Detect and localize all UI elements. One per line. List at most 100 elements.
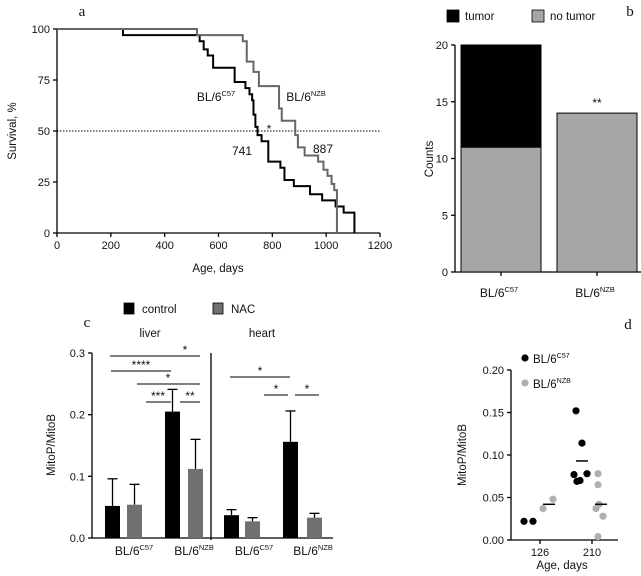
data-point — [539, 504, 547, 513]
bar-no-tumor — [556, 112, 638, 273]
strain-base: BL/6 — [174, 544, 199, 558]
legend-label: no tumor — [550, 11, 596, 23]
y-tick-label: 0 — [442, 267, 448, 279]
x-tick-label: 600 — [209, 240, 227, 252]
y-tick-label: 0.0 — [70, 533, 85, 545]
strain-base: BL/6 — [533, 379, 557, 391]
strain-base: BL/6 — [286, 90, 311, 104]
survival-curve-c57 — [57, 28, 356, 233]
y-axis-label: MitoP/MitoB — [46, 414, 58, 476]
bar-heart-nac — [245, 521, 260, 538]
significance-marker: * — [183, 343, 188, 357]
median-label-nzb: 887 — [313, 142, 333, 156]
strain-base: BL/6 — [480, 286, 505, 300]
bar-liver-control — [165, 411, 180, 538]
x-tick-label: BL/6NZB — [575, 285, 615, 300]
panel-label-a: a — [79, 4, 86, 20]
y-tick-label: 5 — [442, 210, 448, 222]
y-tick-label: 10 — [436, 154, 448, 166]
data-point — [529, 517, 537, 525]
data-point — [592, 504, 600, 513]
bar-heart-control — [283, 441, 298, 538]
bar-liver-nac — [127, 504, 142, 538]
strain-base: BL/6 — [197, 90, 222, 104]
legend-label: control — [142, 304, 177, 316]
x-tick-label: BL/6C57 — [235, 543, 273, 558]
legend-label: BL/6C57 — [533, 352, 570, 366]
significance-marker: * — [166, 371, 171, 385]
y-tick-label: 20 — [436, 40, 448, 52]
x-tick-label: 1000 — [314, 240, 338, 252]
legend-swatch-no-tumor — [531, 9, 545, 23]
significance-marker: **** — [132, 358, 151, 372]
strain-superscript: C57 — [557, 352, 570, 360]
group-label-heart: heart — [249, 328, 276, 340]
strain-superscript: NZB — [600, 285, 615, 294]
data-point — [572, 407, 580, 415]
y-tick-label: 0.20 — [483, 365, 504, 377]
x-tick-label: 0 — [54, 240, 60, 252]
data-point — [594, 533, 602, 541]
significance-marker: ** — [592, 96, 602, 110]
strain-superscript: C57 — [260, 543, 274, 552]
strain-base: BL/6 — [293, 544, 318, 558]
bar-tumor — [460, 44, 542, 148]
y-tick-label: 0.1 — [70, 471, 85, 483]
strain-superscript: C57 — [505, 285, 519, 294]
legend-label: NAC — [231, 304, 255, 316]
x-axis-label: Age, days — [536, 560, 587, 572]
significance-marker: * — [274, 382, 279, 396]
series-label-nzb: BL/6NZB — [286, 89, 326, 104]
x-axis-label: Age, days — [192, 263, 243, 275]
y-tick-label: 25 — [38, 177, 50, 189]
data-point — [594, 470, 602, 478]
y-tick-label: 15 — [436, 97, 448, 109]
y-axis-label: Counts — [424, 141, 436, 178]
strain-superscript: NZB — [199, 543, 214, 552]
bar-no-tumor — [460, 146, 542, 273]
significance-marker: ** — [185, 389, 195, 403]
legend-swatch-tumor — [446, 9, 460, 23]
y-tick-label: 0.15 — [483, 408, 504, 420]
x-tick-label: 200 — [102, 240, 120, 252]
y-axis-label: MitoP/MitoB — [457, 424, 469, 486]
data-point — [578, 439, 586, 447]
y-tick-label: 0 — [44, 228, 50, 240]
y-tick-label: 0.10 — [483, 450, 504, 462]
data-point — [549, 495, 557, 503]
legend-label: tumor — [465, 11, 495, 23]
data-point — [594, 481, 602, 489]
legend-marker — [521, 354, 529, 362]
legend-swatch-nac — [212, 302, 224, 315]
y-tick-label: 0.05 — [483, 493, 504, 505]
y-tick-label: 75 — [38, 75, 50, 87]
y-tick-label: 0.00 — [483, 535, 504, 547]
x-tick-label: BL/6NZB — [174, 543, 214, 558]
x-tick-label: BL/6C57 — [115, 543, 153, 558]
data-point — [570, 470, 578, 479]
group-label-liver: liver — [139, 328, 160, 340]
significance-marker: * — [305, 382, 310, 396]
y-tick-label: 0.2 — [70, 410, 85, 422]
strain-superscript: NZB — [311, 89, 326, 98]
significance-marker: *** — [151, 389, 165, 403]
data-point — [520, 517, 528, 525]
bar-heart-nac — [307, 517, 322, 538]
x-tick-label: 126 — [531, 547, 549, 559]
panel-label-c: c — [84, 315, 91, 331]
y-tick-label: 100 — [32, 24, 50, 36]
x-tick-label: 1200 — [368, 240, 392, 252]
strain-base: BL/6 — [115, 544, 140, 558]
data-point — [583, 470, 591, 478]
x-tick-label: 210 — [583, 547, 601, 559]
panel-label-d: d — [624, 317, 632, 333]
y-tick-label: 0.3 — [70, 348, 85, 360]
strain-superscript: NZB — [557, 377, 571, 385]
survival-curve-nzb — [57, 28, 338, 233]
data-point — [599, 512, 607, 520]
bar-liver-control — [105, 505, 120, 538]
strain-base: BL/6 — [533, 354, 557, 366]
significance-marker: * — [258, 364, 263, 378]
strain-superscript: C57 — [140, 543, 154, 552]
